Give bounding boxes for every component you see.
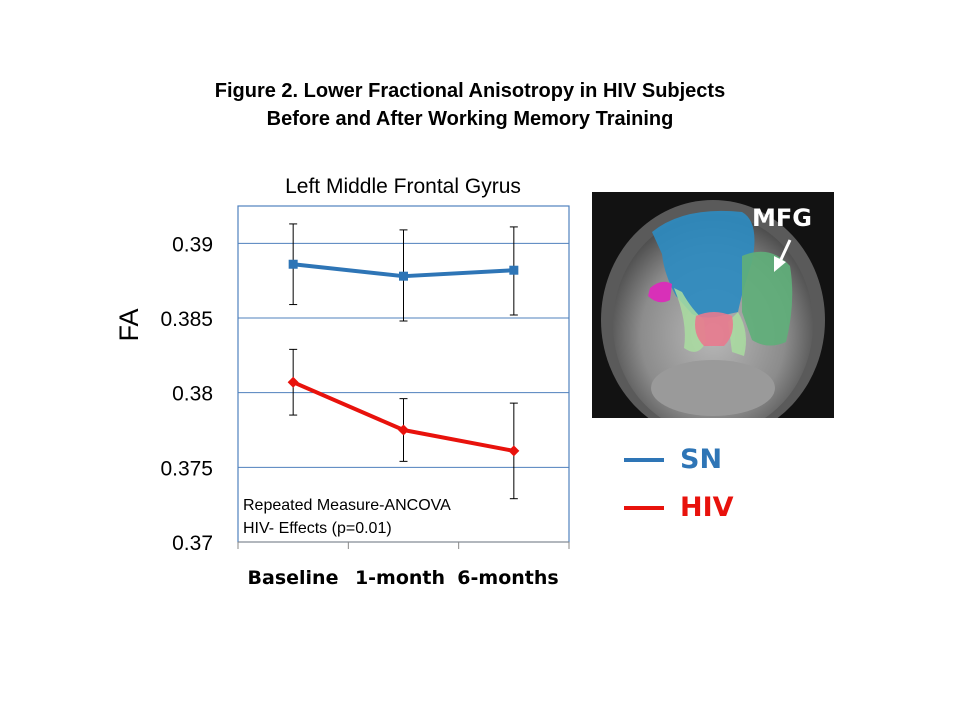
region-green-mfg [742,251,793,346]
cerebellum [651,360,775,416]
legend-item-sn: SN [624,444,722,475]
mfg-label: MFG [752,204,812,232]
chart-title: Left Middle Frontal Gyrus [285,175,521,198]
region-pink [695,312,733,346]
legend-item-hiv: HIV [624,492,734,523]
legend-label-sn: SN [680,444,723,475]
series-layer [287,223,520,500]
data-point [508,445,520,457]
annotation-line-1: Repeated Measure-ANCOVA [243,497,451,514]
x-tick-label: 1-month [355,567,445,589]
y-tick-label: 0.385 [160,308,213,331]
x-tick-label: 6-months [457,567,558,589]
series-hiv [287,348,520,500]
legend-swatch-hiv [624,505,664,510]
y-tick-label: 0.37 [172,532,213,555]
brain-mri-image: MFG [592,192,834,418]
y-tick-labels: 0.37 0.375 0.38 0.385 0.39 [160,233,213,555]
y-tick-label: 0.38 [172,383,213,406]
x-tick-labels: Baseline 1-month 6-months [248,567,559,589]
figure-title-line-1: Figure 2. Lower Fractional Anisotropy in… [214,80,726,102]
legend-label-hiv: HIV [680,492,734,523]
data-point [398,424,409,436]
series-sn [288,223,519,322]
x-tick-label: Baseline [248,567,339,589]
annotation-line-2: HIV- Effects (p=0.01) [243,520,392,537]
y-tick-label: 0.375 [160,457,213,480]
data-point [399,271,408,281]
data-point [288,259,298,269]
figure-title-line-2: Before and After Working Memory Training [266,108,674,130]
data-point [509,265,519,275]
legend-swatch-sn [624,457,664,462]
y-axis-label: FA [114,308,144,341]
y-tick-label: 0.39 [172,233,213,256]
x-axis [237,541,570,549]
mfg-arrow-head [774,256,786,272]
data-point [287,376,299,388]
region-magenta [648,281,672,303]
